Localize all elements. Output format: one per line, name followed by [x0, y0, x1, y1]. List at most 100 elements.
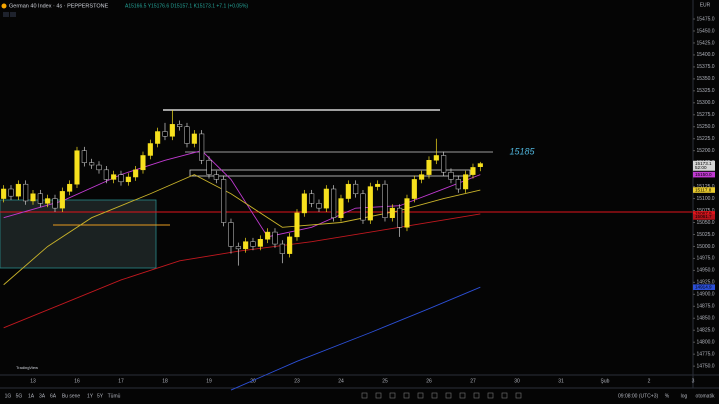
candle-body [23, 183, 29, 202]
x-tick-label: 2 [648, 378, 651, 384]
candle-body [397, 207, 403, 228]
tool-icon[interactable] [403, 392, 410, 399]
candle-body [235, 246, 241, 250]
y-tick-label: 14925.0 [697, 280, 715, 286]
tool-icon[interactable] [487, 392, 494, 399]
candle-body [111, 174, 117, 180]
candle-body [184, 126, 190, 144]
tool-icon[interactable] [515, 392, 522, 399]
tool-icon[interactable] [459, 392, 466, 399]
candle-body [265, 231, 271, 240]
price-tag-countdown: 52:00 [695, 165, 707, 170]
range-button[interactable]: 6A [50, 393, 57, 399]
tool-icon[interactable] [473, 392, 480, 399]
candle-body [228, 222, 234, 247]
tool-icon[interactable] [431, 392, 438, 399]
candle-body [177, 124, 183, 127]
range-button[interactable]: 3A [39, 393, 46, 399]
price-tag-label: 15173.1 [695, 161, 712, 166]
price-tag [693, 214, 715, 220]
candle-body [89, 162, 95, 166]
y-tick-label: 15425.0 [697, 40, 715, 46]
range-button[interactable]: 1G [5, 393, 12, 399]
candle-body [81, 150, 87, 163]
tool-icon[interactable] [501, 392, 508, 399]
range-button[interactable]: 5G [16, 393, 23, 399]
y-tick-label: 15125.0 [697, 184, 715, 190]
candle-body [382, 183, 388, 218]
candle-body [59, 191, 65, 209]
collapse-button[interactable] [3, 12, 9, 17]
collapse-button[interactable] [10, 12, 16, 17]
price-tag [693, 171, 715, 178]
candle-body [470, 167, 476, 175]
candle-body [257, 239, 263, 247]
y-tick-label: 14825.0 [697, 328, 715, 334]
currency[interactable]: EUR [700, 2, 711, 8]
tool-icon[interactable] [375, 392, 382, 399]
candle-body [243, 241, 249, 250]
y-tick-label: 14900.0 [697, 292, 715, 298]
candle-body [15, 183, 21, 197]
candle-body [191, 133, 197, 144]
range-button[interactable]: 5Y [97, 393, 104, 399]
scale-option[interactable]: log [681, 393, 688, 399]
tool-icon[interactable] [389, 392, 396, 399]
y-tick-label: 15250.0 [697, 124, 715, 130]
x-tick-label: Şub [601, 378, 610, 384]
y-tick-label: 15025.0 [697, 232, 715, 238]
price-tag [693, 284, 715, 290]
x-tick-label: 13 [30, 378, 36, 384]
y-tick-label: 15050.0 [697, 220, 715, 226]
y-tick-label: 14850.0 [697, 316, 715, 322]
y-tick-label: 14975.0 [697, 256, 715, 262]
candle-body [389, 207, 395, 218]
y-tick-label: 15475.0 [697, 16, 715, 22]
tool-icon[interactable] [445, 392, 452, 399]
candle-body [162, 131, 168, 137]
candle-body [294, 212, 300, 238]
tool-icon[interactable] [361, 392, 368, 399]
candle-body [30, 193, 36, 202]
y-tick-label: 15275.0 [697, 112, 715, 118]
range-button[interactable]: Tümü [108, 393, 121, 399]
annotation: 15185 [509, 146, 535, 156]
candle-body [125, 176, 131, 183]
scale-option[interactable]: otomatik [696, 393, 715, 399]
candle-body [360, 193, 366, 221]
clock: 09:08:00 (UTC+3) [618, 393, 658, 399]
candle-body [367, 186, 373, 221]
y-tick-label: 15300.0 [697, 100, 715, 106]
tool-icon[interactable] [417, 392, 424, 399]
candle-body [118, 174, 124, 183]
moving-average [230, 286, 481, 391]
candle-body [441, 155, 447, 173]
range-button[interactable]: Bu sene [62, 393, 81, 399]
chart-title: German 40 Index · 4s · PEPPERSTONE [9, 3, 109, 9]
y-tick-label: 15000.0 [697, 244, 715, 250]
x-tick-label: 18 [162, 378, 168, 384]
candle-body [338, 198, 344, 218]
candle-body [37, 193, 43, 204]
candle-body [404, 198, 410, 228]
candle-body [375, 183, 381, 187]
y-tick-label: 15075.0 [697, 208, 715, 214]
price-tag-label: 15150.0 [695, 172, 712, 177]
candle-body [155, 131, 161, 144]
x-tick-label: 3 [692, 378, 695, 384]
y-tick-label: 15225.0 [697, 136, 715, 142]
range-button[interactable]: 1A [28, 393, 35, 399]
price-tag-label: 14914.9 [695, 284, 712, 289]
ohlc-readout: A15166.5 Y15176.6 D15157.1 K15173.1 +7.1… [125, 3, 248, 9]
candle-body [345, 183, 351, 199]
range-button[interactable]: 1Y [87, 393, 94, 399]
candle-body [426, 160, 432, 175]
scale-option[interactable]: % [665, 393, 670, 399]
y-tick-label: 15200.0 [697, 148, 715, 154]
price-tag [693, 160, 715, 171]
x-tick-label: 23 [294, 378, 300, 384]
y-tick-label: 14950.0 [697, 268, 715, 274]
symbol-icon [1, 3, 7, 9]
candle-body [206, 160, 212, 175]
y-tick-label: 14800.0 [697, 340, 715, 346]
